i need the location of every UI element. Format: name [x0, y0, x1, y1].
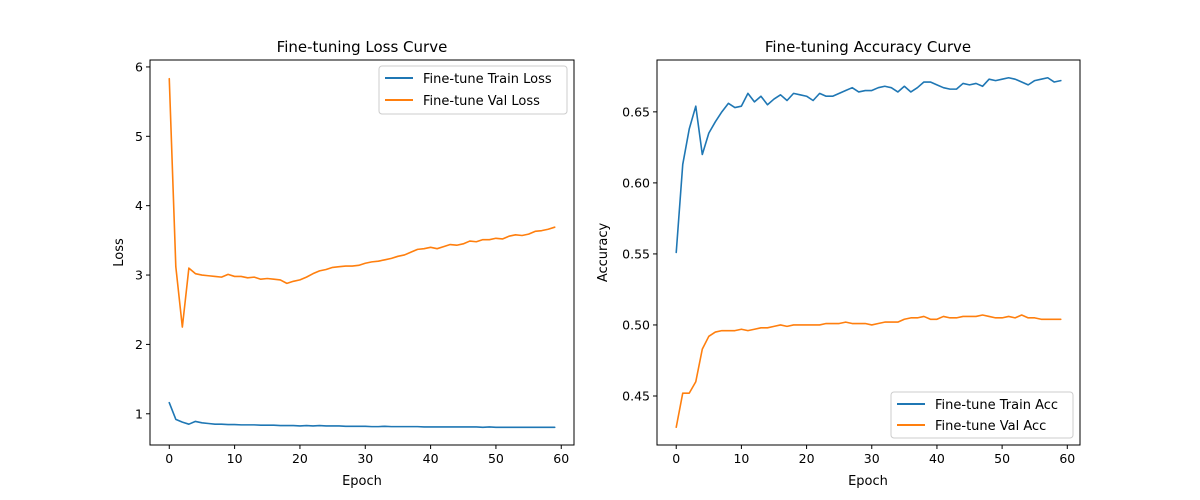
accuracy-chart-y-tick-label: 0.50 — [622, 317, 650, 332]
accuracy-chart-x-label: Epoch — [848, 474, 888, 489]
accuracy-chart-legend: Fine-tune Train Acc Fine-tune Val Acc — [890, 391, 1074, 439]
loss-chart-y-tick-label: 2 — [135, 337, 143, 352]
loss-chart-series-line-1 — [168, 77, 556, 328]
loss-chart-y-tick-label: 3 — [135, 268, 143, 283]
loss-chart-x-tick-label: 60 — [553, 451, 569, 466]
loss-chart-y-tick-label: 4 — [135, 198, 143, 213]
accuracy-chart-series-line-0 — [675, 76, 1062, 254]
loss-chart-x-ticks: 0 10 20 30 40 50 60 — [165, 445, 569, 466]
accuracy-chart-x-tick-label: 10 — [733, 451, 749, 466]
loss-chart-x-tick-label: 0 — [165, 451, 173, 466]
accuracy-chart-x-tick-label: 20 — [799, 451, 815, 466]
loss-chart-x-tick-label: 10 — [227, 451, 243, 466]
loss-chart-y-tick-label: 6 — [135, 59, 143, 74]
loss-chart-x-label: Epoch — [342, 474, 382, 489]
loss-chart-legend: Fine-tune Train Loss Fine-tune Val Loss — [378, 65, 568, 115]
loss-chart-y-ticks: 1 2 3 4 5 6 — [135, 59, 150, 421]
accuracy-chart-y-tick-label: 0.60 — [622, 175, 650, 190]
loss-chart-series-line-0 — [168, 401, 556, 429]
legend-label-train-acc: Fine-tune Train Acc — [935, 398, 1058, 413]
loss-chart-lines — [168, 77, 556, 429]
accuracy-chart-x-tick-label: 60 — [1059, 451, 1075, 466]
loss-chart-x-tick-label: 40 — [423, 451, 439, 466]
accuracy-chart-y-label: Accuracy — [596, 223, 611, 283]
accuracy-chart-y-tick-label: 0.65 — [622, 104, 650, 119]
accuracy-chart-plot-area — [656, 59, 1081, 446]
accuracy-chart-y-tick-label: 0.45 — [622, 388, 650, 403]
accuracy-chart-y-tick-label: 0.55 — [622, 246, 650, 261]
accuracy-chart-x-tick-label: 0 — [672, 451, 680, 466]
loss-chart-x-tick-label: 30 — [357, 451, 373, 466]
accuracy-chart-x-tick-label: 30 — [864, 451, 880, 466]
loss-chart-x-tick-label: 50 — [488, 451, 504, 466]
loss-chart-plot-area — [149, 59, 575, 446]
legend-label-train-loss: Fine-tune Train Loss — [423, 72, 552, 87]
loss-chart-legend-box — [378, 65, 568, 115]
accuracy-chart-legend-box — [890, 391, 1074, 439]
loss-chart: Fine-tuning Loss Curve 0 10 20 30 40 50 60 1 2 3… — [112, 38, 575, 489]
accuracy-chart-x-tick-label: 50 — [994, 451, 1010, 466]
loss-chart-x-tick-label: 20 — [292, 451, 308, 466]
loss-chart-y-tick-label: 5 — [135, 129, 143, 144]
loss-chart-y-label: Loss — [112, 238, 127, 267]
legend-label-val-loss: Fine-tune Val Loss — [423, 94, 540, 109]
loss-chart-title: Fine-tuning Loss Curve — [277, 38, 448, 56]
accuracy-chart-title: Fine-tuning Accuracy Curve — [765, 38, 971, 56]
legend-label-val-acc: Fine-tune Val Acc — [935, 419, 1046, 434]
accuracy-chart-x-ticks: 0 10 20 30 40 50 60 — [672, 445, 1075, 466]
accuracy-chart-y-ticks: 0.45 0.50 0.55 0.60 0.65 — [622, 104, 657, 403]
accuracy-chart-lines — [675, 76, 1062, 429]
accuracy-chart-series-line-1 — [675, 314, 1062, 429]
accuracy-chart: Fine-tuning Accuracy Curve 0 10 20 30 40 50 60… — [596, 38, 1081, 489]
accuracy-chart-x-tick-label: 40 — [929, 451, 945, 466]
loss-chart-y-tick-label: 1 — [135, 406, 143, 421]
